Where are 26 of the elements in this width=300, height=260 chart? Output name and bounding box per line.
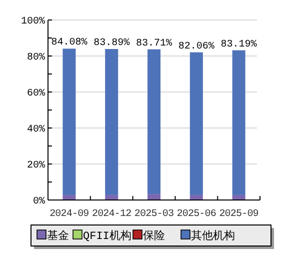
x-tick-label: 2025-03 (134, 209, 174, 220)
bar (232, 50, 246, 195)
legend-label: 基金 (47, 229, 69, 243)
bar (148, 194, 160, 200)
x-tick-label: 2024-09 (50, 209, 90, 220)
y-tick-label: 60% (26, 88, 45, 100)
legend-label: 其他机构 (191, 229, 235, 243)
y-tick-label: 80% (26, 52, 45, 64)
total-label: 84.08% (51, 38, 88, 49)
y-tick-label: 100% (20, 16, 45, 28)
total-label: 83.19% (220, 39, 257, 50)
total-label: 83.89% (94, 38, 130, 49)
x-tick-label: 2025-09 (219, 209, 259, 220)
x-tick-label: 2024-12 (92, 209, 132, 220)
legend-label: QFII机构 (83, 230, 132, 243)
bar (105, 49, 118, 195)
total-label: 83.71% (136, 38, 172, 50)
bar (190, 52, 203, 195)
y-tick-label: 20% (26, 160, 45, 172)
y-tick-label: 0% (32, 196, 45, 208)
x-tick-label: 2025-06 (176, 209, 216, 220)
bar (62, 48, 76, 195)
y-tick-label: 40% (26, 124, 45, 136)
bar (148, 49, 160, 194)
total-label: 82.06% (178, 41, 214, 52)
legend-label: 保险 (143, 230, 165, 243)
